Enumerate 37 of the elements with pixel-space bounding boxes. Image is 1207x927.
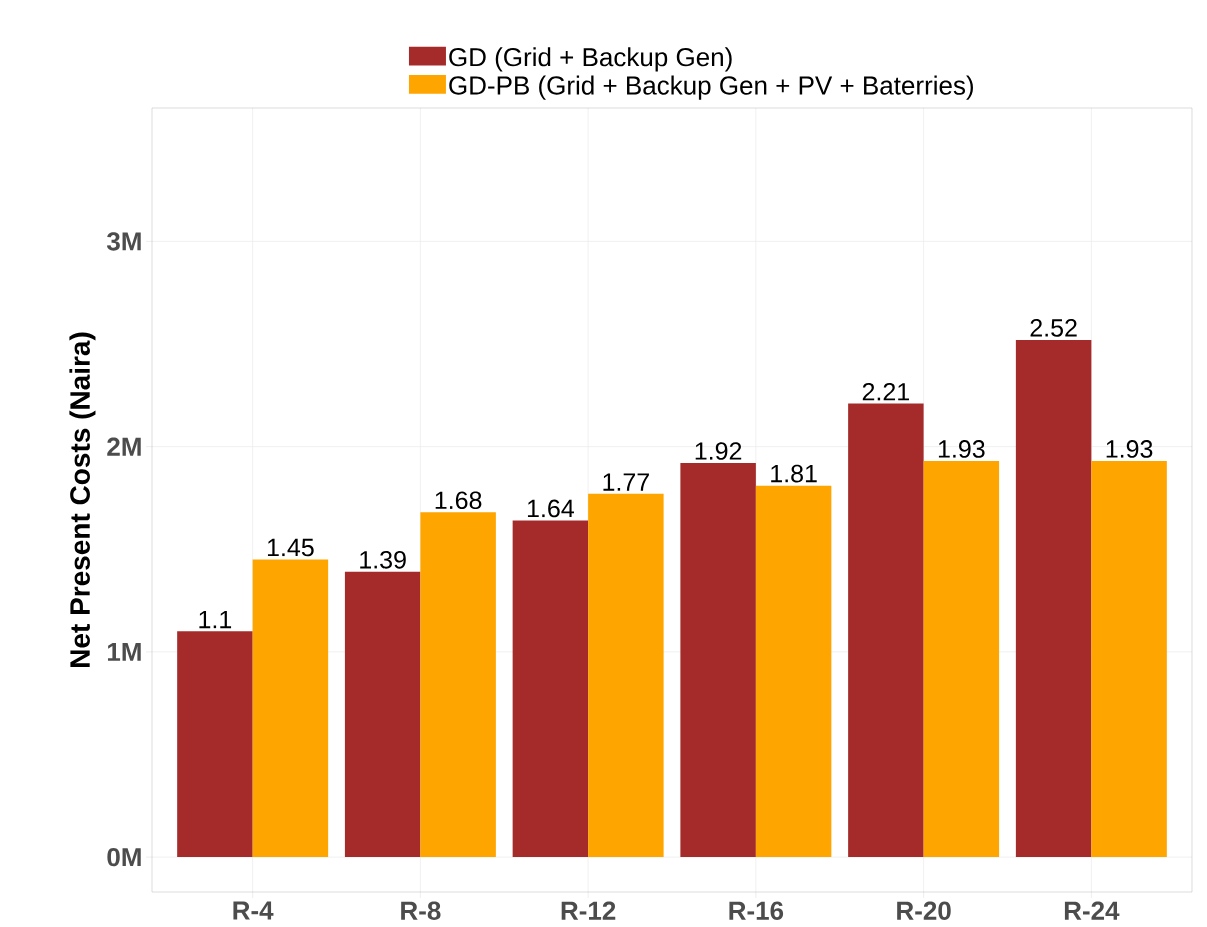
y-axis-title: Net Present Costs (Naira)	[69, 332, 96, 667]
data-label: 1.68	[435, 491, 482, 510]
bar	[755, 485, 832, 858]
data-label: 1.81	[771, 464, 817, 483]
y-tick-label: 1M	[107, 642, 141, 661]
data-label: 1.64	[527, 499, 574, 518]
x-tick-label: R-8	[401, 901, 441, 920]
bar	[1015, 339, 1092, 858]
x-tick-label: R-12	[561, 901, 616, 920]
bar	[680, 463, 756, 858]
bar	[344, 571, 421, 858]
legend-label: GD-PB (Grid + Backup Gen + PV + Baterries)	[449, 75, 973, 100]
x-tick-label: R-20	[897, 901, 951, 920]
data-label: 1.45	[267, 538, 314, 557]
bar	[1091, 461, 1167, 858]
data-label: 1.93	[1106, 440, 1153, 458]
data-label: 1.39	[360, 550, 406, 569]
x-tick-label: R-16	[729, 901, 784, 920]
bar	[512, 520, 589, 858]
data-label: 2.21	[862, 382, 909, 401]
data-label: 1.92	[695, 442, 742, 460]
y-tick-label: 0M	[107, 847, 141, 867]
bar	[848, 403, 924, 858]
bar	[420, 512, 496, 858]
bar	[177, 631, 253, 858]
data-label: 1.77	[603, 473, 649, 491]
x-tick-label: R-4	[233, 901, 274, 920]
data-label: 1.93	[938, 440, 985, 458]
data-label: 2.52	[1030, 319, 1077, 337]
data-label: 1.1	[199, 610, 232, 629]
x-tick-label: R-24	[1064, 901, 1120, 920]
y-tick-label: 3M	[106, 232, 141, 251]
bar	[923, 461, 1000, 858]
bar	[252, 559, 329, 858]
legend-label: GD (Grid + Backup Gen)	[449, 47, 732, 72]
y-tick-label: 2M	[107, 437, 141, 456]
bar	[588, 493, 664, 858]
